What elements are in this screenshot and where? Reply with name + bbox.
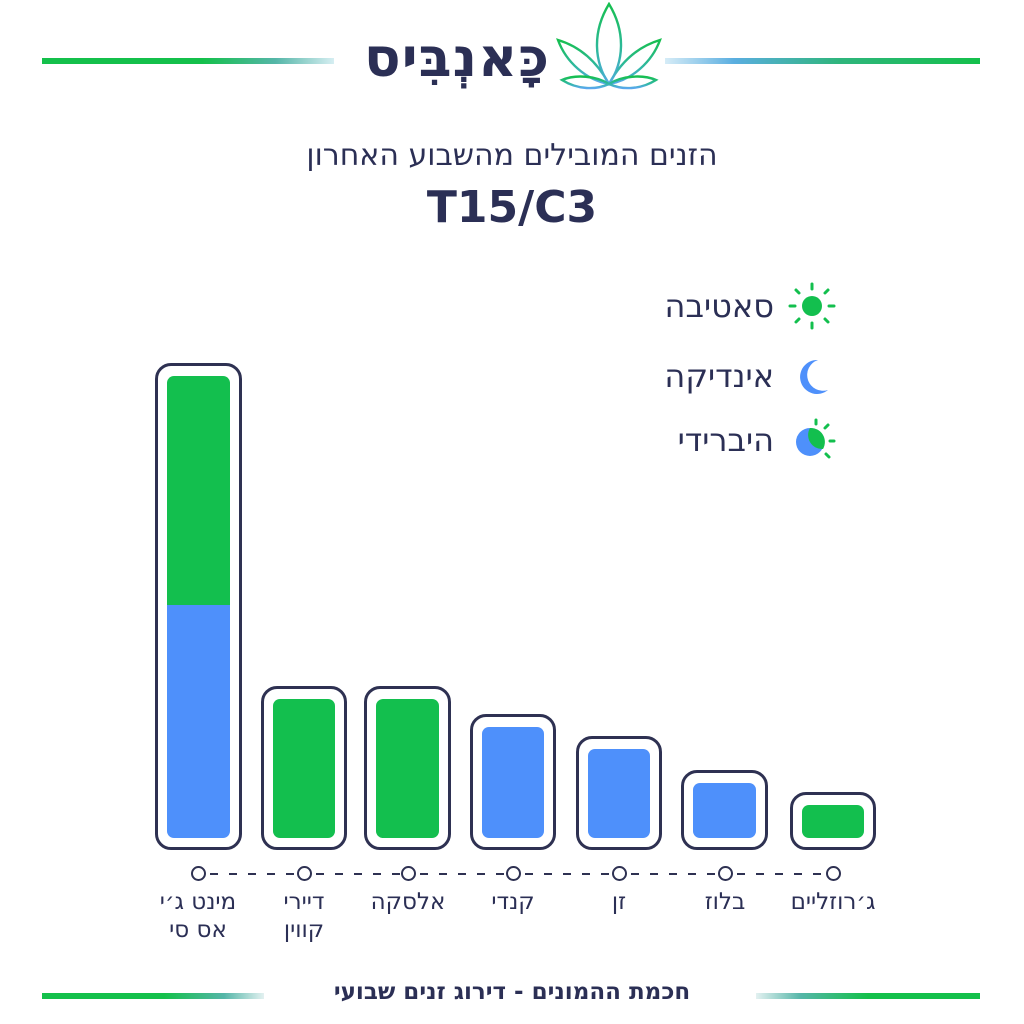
legend-label-hybrid: היברידי (677, 421, 774, 459)
bar-dairy-queen (261, 686, 347, 850)
bar-segment-indica (693, 783, 756, 838)
axis-dot (506, 866, 521, 881)
bar-segment-indica (167, 605, 230, 838)
x-label-dairy-queen: דיירי קווין (283, 889, 325, 943)
footer-line-left (42, 993, 264, 999)
bar-segment-sativa (273, 699, 335, 838)
bar-mint-gsc (155, 363, 242, 850)
bar-segment-sativa (376, 699, 439, 838)
x-label-jerusalem: ג׳רוזליים (790, 889, 876, 915)
x-label-mint-gsc: מינט ג׳י אס סי (159, 889, 237, 943)
logo-text: כָּאנְבִּיס (364, 26, 550, 89)
bar-alaska (364, 686, 451, 850)
moon-icon (800, 359, 828, 394)
header-line-right (665, 58, 980, 64)
bar-candy (470, 714, 556, 850)
x-label-zen: זן (611, 889, 627, 915)
axis-dot (191, 866, 206, 881)
axis-dot (718, 866, 733, 881)
header-line-left (42, 58, 334, 64)
x-label-alaska: אלסקה (370, 889, 446, 915)
chart-code: T15/C3 (426, 182, 598, 233)
bar-segment-indica (588, 749, 650, 838)
x-label-blues: בלוז (704, 889, 746, 915)
bar-jerusalem (790, 792, 876, 850)
legend-label-sativa: סאטיבה (664, 287, 774, 325)
bar-segment-sativa (167, 376, 230, 605)
cannabis-leaf-icon (556, 2, 662, 102)
sun-icon (788, 282, 836, 330)
legend-label-indica: אינדיקה (664, 357, 774, 395)
footer-line-right (756, 993, 980, 999)
axis-dot (826, 866, 841, 881)
axis-dot (401, 866, 416, 881)
x-label-candy: קנדי (491, 889, 535, 915)
footer-text: חכמת ההמונים - דירוג זנים שבועי (333, 979, 691, 1005)
hybrid-sun-moon-icon (796, 418, 836, 459)
axis-dot (297, 866, 312, 881)
bar-segment-indica (482, 727, 544, 838)
legend-item-sativa: סאטיבה (665, 282, 836, 330)
bar-segment-sativa (802, 805, 864, 838)
bar-blues (681, 770, 768, 850)
axis-dot (612, 866, 627, 881)
legend-item-indica: אינדיקה (664, 352, 836, 400)
chart-subtitle: הזנים המובילים מהשבוע האחרון (306, 138, 718, 173)
bar-zen (576, 736, 662, 850)
legend-item-hybrid: היברידי (678, 416, 836, 464)
